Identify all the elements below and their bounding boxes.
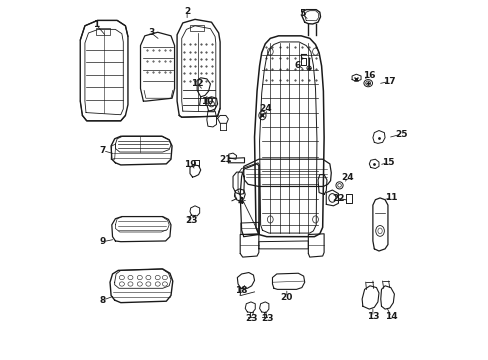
Text: 9: 9 [100, 237, 106, 246]
Text: 21: 21 [219, 155, 232, 164]
Text: 8: 8 [100, 296, 106, 305]
Text: 13: 13 [366, 312, 378, 321]
Text: 2: 2 [183, 7, 190, 16]
Text: 5: 5 [298, 9, 305, 18]
Text: 23: 23 [245, 314, 257, 323]
Text: 24: 24 [341, 173, 353, 182]
Text: 11: 11 [385, 193, 397, 202]
Text: 25: 25 [394, 130, 407, 139]
Text: 23: 23 [185, 216, 197, 225]
Text: 17: 17 [383, 77, 395, 86]
Text: 3: 3 [148, 28, 154, 37]
Text: 19: 19 [184, 161, 197, 170]
Text: 14: 14 [385, 312, 397, 321]
Text: 12: 12 [190, 79, 203, 88]
Text: 24: 24 [259, 104, 271, 113]
Text: 10: 10 [200, 96, 213, 105]
Bar [96, 28, 110, 35]
Text: 23: 23 [261, 314, 273, 323]
Text: 15: 15 [381, 158, 393, 167]
Text: 18: 18 [234, 286, 246, 295]
Text: 1: 1 [92, 19, 99, 28]
Bar [190, 26, 203, 31]
Text: 20: 20 [280, 293, 292, 302]
Text: 4: 4 [237, 197, 244, 206]
Text: 7: 7 [100, 146, 106, 155]
Text: 6: 6 [294, 61, 300, 70]
Text: 16: 16 [362, 71, 375, 80]
Text: 22: 22 [331, 194, 344, 203]
